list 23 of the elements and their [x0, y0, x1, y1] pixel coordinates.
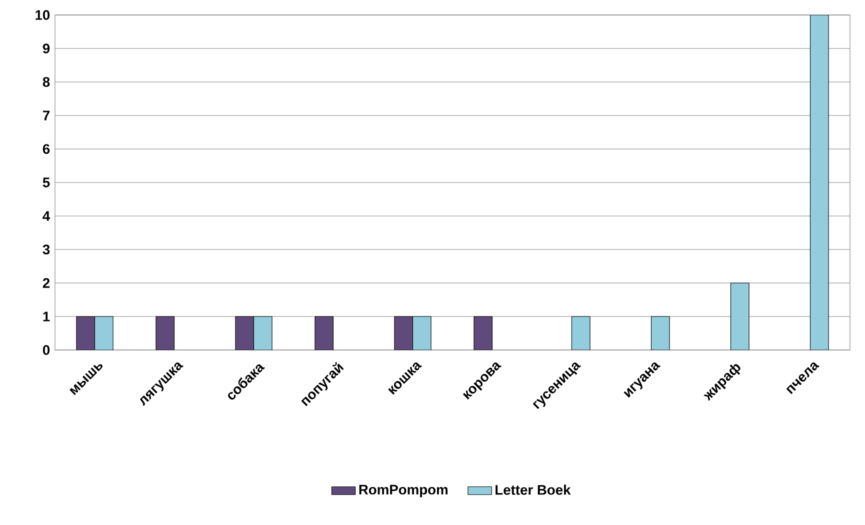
bar: [235, 316, 254, 350]
bar: [76, 316, 96, 350]
y-tick-label: 3: [42, 244, 50, 254]
bar: [730, 282, 750, 350]
y-tick-label: 6: [42, 144, 50, 154]
y-tick-label: 7: [43, 110, 50, 120]
y-tick-label: 10: [36, 10, 50, 20]
legend-label: RomPompom: [359, 484, 448, 498]
y-tick-label: 1: [43, 312, 50, 322]
bar: [810, 14, 829, 350]
bar: [314, 316, 334, 350]
y-tick-label: 9: [42, 44, 50, 54]
y-tick-label: 2: [42, 278, 50, 288]
bar: [571, 316, 590, 350]
bar: [394, 316, 414, 350]
bar: [156, 316, 175, 350]
bar: [474, 316, 493, 350]
y-tick-label: 5: [42, 178, 50, 188]
bar: [650, 316, 670, 350]
y-tick-label: 4: [42, 211, 50, 221]
y-tick-label: 0: [42, 345, 50, 355]
legend-label: Letter Boek: [496, 484, 571, 495]
y-tick-label: 8: [42, 77, 50, 87]
